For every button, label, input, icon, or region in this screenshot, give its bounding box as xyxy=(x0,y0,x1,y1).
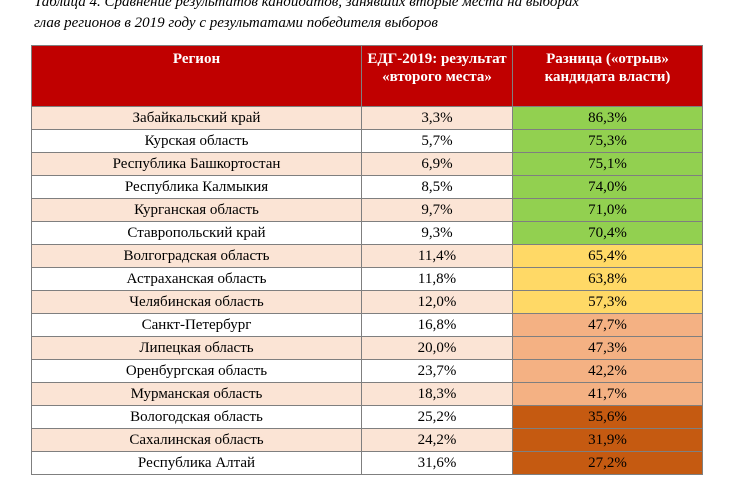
result-cell: 20,0% xyxy=(361,336,513,360)
result-cell: 11,4% xyxy=(361,244,513,268)
region-cell: Курганская область xyxy=(31,198,362,222)
result-cell: 31,6% xyxy=(361,451,513,475)
diff-cell: 47,7% xyxy=(512,313,703,337)
region-cell: Липецкая область xyxy=(31,336,362,360)
region-cell: Вологодская область xyxy=(31,405,362,429)
header-diff: Разница («отрыв» кандидата власти) xyxy=(512,45,703,107)
table-caption: Таблица 4. Сравнение результатов кандида… xyxy=(34,0,724,34)
region-cell: Сахалинская область xyxy=(31,428,362,452)
result-cell: 3,3% xyxy=(361,106,513,130)
region-cell: Волгоградская область xyxy=(31,244,362,268)
table-row: Курская область 5,7% 75,3% xyxy=(31,129,703,153)
region-cell: Оренбургская область xyxy=(31,359,362,383)
result-cell: 18,3% xyxy=(361,382,513,406)
result-cell: 23,7% xyxy=(361,359,513,383)
caption-line-1: Таблица 4. Сравнение результатов кандида… xyxy=(34,0,579,10)
diff-cell: 57,3% xyxy=(512,290,703,314)
header-result: ЕДГ-2019: результат «второго места» xyxy=(361,45,513,107)
table-row: Ставропольский край 9,3% 70,4% xyxy=(31,221,703,245)
diff-cell: 35,6% xyxy=(512,405,703,429)
table-header-row: Регион ЕДГ-2019: результат «второго мест… xyxy=(31,45,703,107)
results-table: Регион ЕДГ-2019: результат «второго мест… xyxy=(31,45,703,475)
diff-cell: 42,2% xyxy=(512,359,703,383)
diff-cell: 75,1% xyxy=(512,152,703,176)
diff-cell: 31,9% xyxy=(512,428,703,452)
result-cell: 25,2% xyxy=(361,405,513,429)
diff-cell: 63,8% xyxy=(512,267,703,291)
result-cell: 12,0% xyxy=(361,290,513,314)
result-cell: 11,8% xyxy=(361,267,513,291)
table-row: Оренбургская область 23,7% 42,2% xyxy=(31,359,703,383)
table-row: Волгоградская область 11,4% 65,4% xyxy=(31,244,703,268)
table-row: Курганская область 9,7% 71,0% xyxy=(31,198,703,222)
diff-cell: 27,2% xyxy=(512,451,703,475)
result-cell: 5,7% xyxy=(361,129,513,153)
table-row: Сахалинская область 24,2% 31,9% xyxy=(31,428,703,452)
result-cell: 16,8% xyxy=(361,313,513,337)
region-cell: Республика Калмыкия xyxy=(31,175,362,199)
table-row: Астраханская область 11,8% 63,8% xyxy=(31,267,703,291)
result-cell: 9,3% xyxy=(361,221,513,245)
result-cell: 8,5% xyxy=(361,175,513,199)
region-cell: Астраханская область xyxy=(31,267,362,291)
region-cell: Челябинская область xyxy=(31,290,362,314)
region-cell: Республика Башкортостан xyxy=(31,152,362,176)
region-cell: Забайкальский край xyxy=(31,106,362,130)
result-cell: 24,2% xyxy=(361,428,513,452)
region-cell: Республика Алтай xyxy=(31,451,362,475)
header-region: Регион xyxy=(31,45,362,107)
diff-cell: 86,3% xyxy=(512,106,703,130)
result-cell: 6,9% xyxy=(361,152,513,176)
diff-cell: 74,0% xyxy=(512,175,703,199)
region-cell: Мурманская область xyxy=(31,382,362,406)
table-row: Челябинская область 12,0% 57,3% xyxy=(31,290,703,314)
diff-cell: 65,4% xyxy=(512,244,703,268)
table-row: Мурманская область 18,3% 41,7% xyxy=(31,382,703,406)
region-cell: Курская область xyxy=(31,129,362,153)
table-row: Санкт-Петербург 16,8% 47,7% xyxy=(31,313,703,337)
caption-line-2: глав регионов в 2019 году с результатами… xyxy=(34,15,438,31)
table-row: Вологодская область 25,2% 35,6% xyxy=(31,405,703,429)
diff-cell: 70,4% xyxy=(512,221,703,245)
region-cell: Ставропольский край xyxy=(31,221,362,245)
result-cell: 9,7% xyxy=(361,198,513,222)
diff-cell: 41,7% xyxy=(512,382,703,406)
table-row: Липецкая область 20,0% 47,3% xyxy=(31,336,703,360)
table-row: Республика Башкортостан 6,9% 75,1% xyxy=(31,152,703,176)
table-row: Республика Алтай 31,6% 27,2% xyxy=(31,451,703,475)
diff-cell: 47,3% xyxy=(512,336,703,360)
diff-cell: 75,3% xyxy=(512,129,703,153)
table-body: Забайкальский край 3,3% 86,3% Курская облас… xyxy=(31,106,703,475)
table-row: Республика Калмыкия 8,5% 74,0% xyxy=(31,175,703,199)
table-row: Забайкальский край 3,3% 86,3% xyxy=(31,106,703,130)
diff-cell: 71,0% xyxy=(512,198,703,222)
region-cell: Санкт-Петербург xyxy=(31,313,362,337)
